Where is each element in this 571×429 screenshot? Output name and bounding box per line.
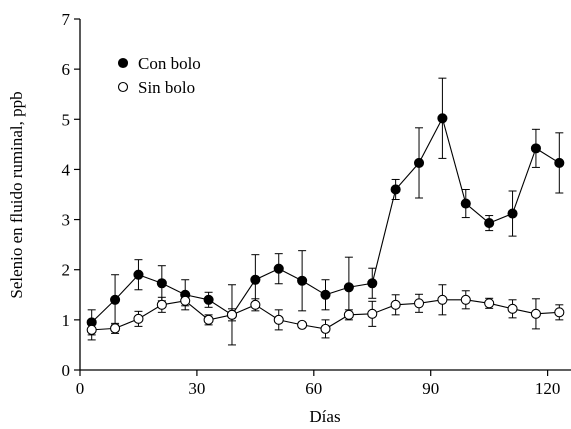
ticks: 0 1 2 3 4 5 6 7 0 30 60 90 120	[62, 10, 561, 398]
data-point	[156, 299, 167, 310]
data-point	[110, 323, 121, 334]
data-point	[437, 113, 448, 124]
x-tick-label: 0	[76, 379, 85, 398]
data-point	[460, 198, 471, 209]
data-point	[343, 282, 354, 293]
y-tick-label: 0	[62, 361, 71, 380]
data-point	[460, 294, 471, 305]
y-tick-label: 5	[62, 110, 71, 129]
axes	[79, 19, 571, 371]
data-point	[250, 299, 261, 310]
data-point	[273, 314, 284, 325]
series-sin-bolo	[86, 284, 565, 341]
legend: Con bolo Sin bolo	[117, 54, 201, 97]
data-point	[554, 157, 565, 168]
data-point	[484, 298, 495, 309]
data-point	[343, 309, 354, 320]
data-point	[133, 313, 144, 324]
y-tick-label: 6	[62, 60, 71, 79]
data-point	[437, 294, 448, 305]
data-point	[226, 309, 238, 320]
data-point	[180, 295, 191, 306]
data-point	[390, 184, 401, 195]
data-point	[507, 303, 518, 314]
data-point	[390, 299, 401, 310]
data-point	[484, 218, 495, 229]
data-point	[530, 308, 541, 319]
y-tick-label: 2	[62, 261, 71, 280]
x-tick-label: 30	[188, 379, 205, 398]
data-point	[367, 308, 378, 319]
y-tick-label: 1	[62, 311, 71, 330]
data-point	[507, 208, 518, 219]
data-point	[133, 269, 144, 280]
y-tick-label: 4	[62, 160, 71, 179]
data-point	[297, 319, 308, 330]
x-axis-label: Días	[309, 407, 340, 426]
data-point	[273, 263, 284, 274]
data-point	[250, 274, 261, 285]
data-point	[110, 294, 121, 305]
data-point	[413, 157, 425, 168]
x-tick-label: 120	[535, 379, 561, 398]
series-con-bolo	[86, 77, 565, 346]
data-point	[320, 289, 331, 300]
data-point	[530, 143, 541, 154]
x-tick-label: 90	[422, 379, 439, 398]
series-layer	[86, 77, 565, 346]
y-axis-label: Selenio en fluido ruminal, ppb	[7, 91, 26, 298]
legend-marker	[117, 81, 129, 93]
data-point	[156, 278, 167, 289]
data-point	[320, 323, 331, 334]
legend-marker	[117, 57, 129, 69]
data-point	[86, 324, 97, 335]
data-point	[554, 307, 565, 318]
legend-label: Sin bolo	[138, 78, 195, 97]
data-point	[413, 298, 425, 309]
data-point	[203, 314, 214, 325]
data-point	[203, 294, 214, 305]
data-point	[297, 275, 308, 286]
y-tick-label: 7	[62, 10, 71, 29]
legend-label: Con bolo	[138, 54, 201, 73]
x-tick-label: 60	[305, 379, 322, 398]
y-tick-label: 3	[62, 211, 71, 230]
data-point	[367, 278, 378, 289]
